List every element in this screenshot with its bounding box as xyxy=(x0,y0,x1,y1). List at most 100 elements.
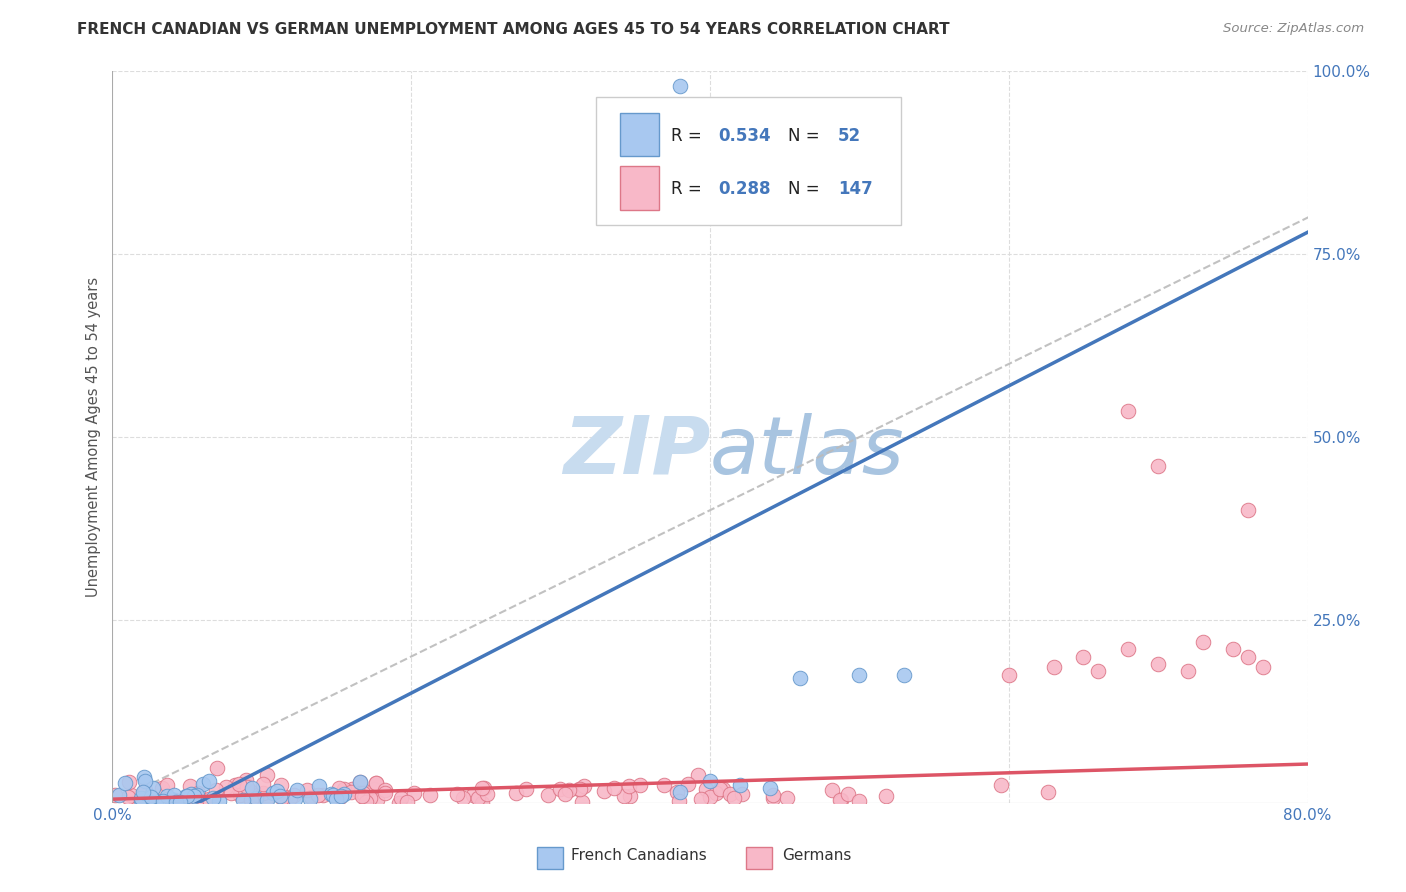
Point xyxy=(830,793,852,807)
Point xyxy=(821,783,844,797)
Point xyxy=(285,782,308,797)
Point xyxy=(228,777,250,791)
Text: 0.288: 0.288 xyxy=(718,180,770,198)
Point xyxy=(205,760,228,774)
Point xyxy=(139,789,162,803)
Y-axis label: Unemployment Among Ages 45 to 54 years: Unemployment Among Ages 45 to 54 years xyxy=(86,277,101,597)
Point xyxy=(329,789,352,804)
Point xyxy=(388,796,411,810)
Point xyxy=(548,781,571,796)
Text: French Canadians: French Canadians xyxy=(571,848,707,863)
Point xyxy=(308,779,330,793)
Point xyxy=(990,779,1012,793)
Point xyxy=(186,789,208,803)
Point xyxy=(668,794,690,808)
Point xyxy=(349,786,371,800)
Point xyxy=(256,768,278,782)
Point xyxy=(162,788,184,802)
Point xyxy=(666,785,689,799)
Point xyxy=(180,788,202,802)
Point xyxy=(1222,642,1244,657)
Point xyxy=(419,788,441,802)
Point xyxy=(467,790,489,805)
Point xyxy=(165,795,187,809)
Point xyxy=(284,792,307,806)
Point xyxy=(299,789,322,804)
Point xyxy=(271,790,294,805)
Point xyxy=(350,789,373,803)
Point xyxy=(453,790,475,805)
Point xyxy=(198,792,221,806)
Point xyxy=(537,789,560,803)
Point xyxy=(307,788,329,802)
Point xyxy=(215,780,238,794)
Point xyxy=(269,789,291,803)
Point xyxy=(709,781,731,796)
Point xyxy=(592,783,614,797)
Point xyxy=(761,791,783,805)
Text: 0.534: 0.534 xyxy=(718,127,770,145)
Point xyxy=(245,790,267,805)
Point xyxy=(364,775,387,789)
Point xyxy=(617,779,640,793)
Point xyxy=(723,791,745,805)
Point xyxy=(505,786,527,800)
Point xyxy=(118,775,141,789)
Point xyxy=(352,786,374,800)
Point xyxy=(145,795,167,809)
Text: R =: R = xyxy=(671,180,707,198)
Point xyxy=(120,789,142,803)
Point xyxy=(131,785,153,799)
Point xyxy=(252,786,274,800)
Point xyxy=(129,790,152,805)
Point xyxy=(342,781,364,796)
Point xyxy=(114,776,136,790)
Point xyxy=(1087,664,1109,678)
Text: Source: ZipAtlas.com: Source: ZipAtlas.com xyxy=(1223,22,1364,36)
Point xyxy=(475,787,498,801)
Point xyxy=(389,791,412,805)
Point xyxy=(150,781,173,796)
Point xyxy=(875,789,897,803)
Text: N =: N = xyxy=(787,180,824,198)
Point xyxy=(472,780,495,795)
Point xyxy=(718,787,741,801)
Point xyxy=(619,789,641,803)
Point xyxy=(187,786,209,800)
Point xyxy=(572,779,595,793)
Point xyxy=(759,781,782,796)
FancyBboxPatch shape xyxy=(747,847,772,869)
FancyBboxPatch shape xyxy=(620,112,658,156)
Point xyxy=(1118,642,1140,657)
Point xyxy=(273,789,295,804)
Point xyxy=(893,667,915,681)
Point xyxy=(295,783,318,797)
Text: Germans: Germans xyxy=(782,848,851,863)
Point xyxy=(256,793,278,807)
Point xyxy=(201,791,224,805)
Point xyxy=(176,789,198,803)
Point xyxy=(1177,664,1199,678)
Text: atlas: atlas xyxy=(710,413,905,491)
Point xyxy=(321,787,343,801)
Point xyxy=(239,793,262,807)
Point xyxy=(1237,503,1260,517)
Point xyxy=(322,789,344,803)
Point xyxy=(236,780,259,794)
Text: R =: R = xyxy=(671,127,707,145)
Point xyxy=(117,790,139,805)
Point xyxy=(471,796,494,810)
Point xyxy=(162,793,184,807)
Point xyxy=(603,781,626,796)
Point xyxy=(125,794,148,808)
Point xyxy=(374,783,396,797)
Point xyxy=(191,777,214,791)
Point xyxy=(198,774,221,789)
Point xyxy=(299,791,322,805)
Point xyxy=(359,790,381,805)
Point xyxy=(283,788,305,802)
Point xyxy=(156,778,179,792)
Point xyxy=(776,790,799,805)
Text: N =: N = xyxy=(787,127,824,145)
Point xyxy=(669,785,692,799)
